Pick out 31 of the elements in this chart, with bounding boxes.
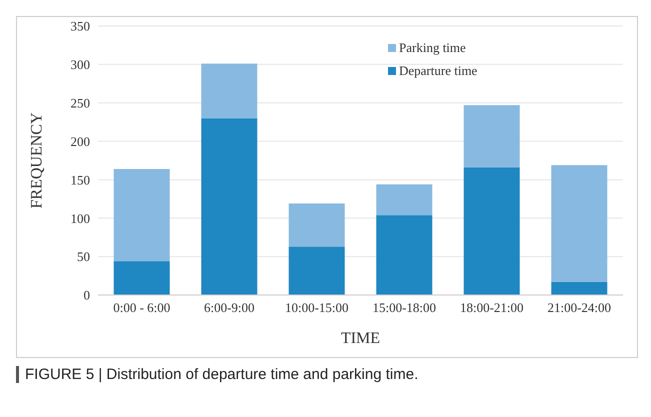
bar (288, 246, 345, 295)
y-tick-label: 200 (70, 134, 90, 149)
bar (551, 282, 608, 295)
legend-label: Parking time (399, 39, 466, 57)
y-tick-label: 250 (70, 95, 90, 110)
bar (464, 105, 520, 168)
x-tick-label: 18:00-21:00 (460, 300, 524, 316)
y-tick-label: 100 (70, 210, 90, 226)
bar (288, 204, 345, 247)
bar (201, 118, 258, 295)
x-tick-label: 10:00-15:00 (284, 300, 349, 316)
y-tick-label: 350 (70, 18, 90, 34)
bar (114, 261, 170, 295)
x-tick-label: 15:00-18:00 (372, 300, 436, 316)
caption: FIGURE 5 | Distribution of departure time and parking time. (16, 366, 645, 383)
y-tick-label: 50 (77, 249, 90, 264)
x-tick-label: 6:00-9:00 (204, 300, 255, 316)
y-tick-label: 300 (70, 57, 90, 72)
bar (114, 168, 170, 262)
x-axis-title: TIME (340, 330, 380, 347)
y-tick-label: 0 (84, 288, 90, 303)
x-tick-label: 0:00 - 6:00 (113, 300, 170, 316)
x-tick-label: 21:00-24:00 (547, 300, 612, 316)
y-axis-title: FREQUENCY (28, 112, 46, 209)
bar (376, 184, 432, 216)
bar (201, 64, 258, 118)
legend-label: Departure time (399, 62, 478, 80)
bar (464, 167, 520, 295)
y-tick-label: 150 (70, 172, 90, 188)
bar (376, 215, 432, 295)
bar (551, 165, 608, 282)
